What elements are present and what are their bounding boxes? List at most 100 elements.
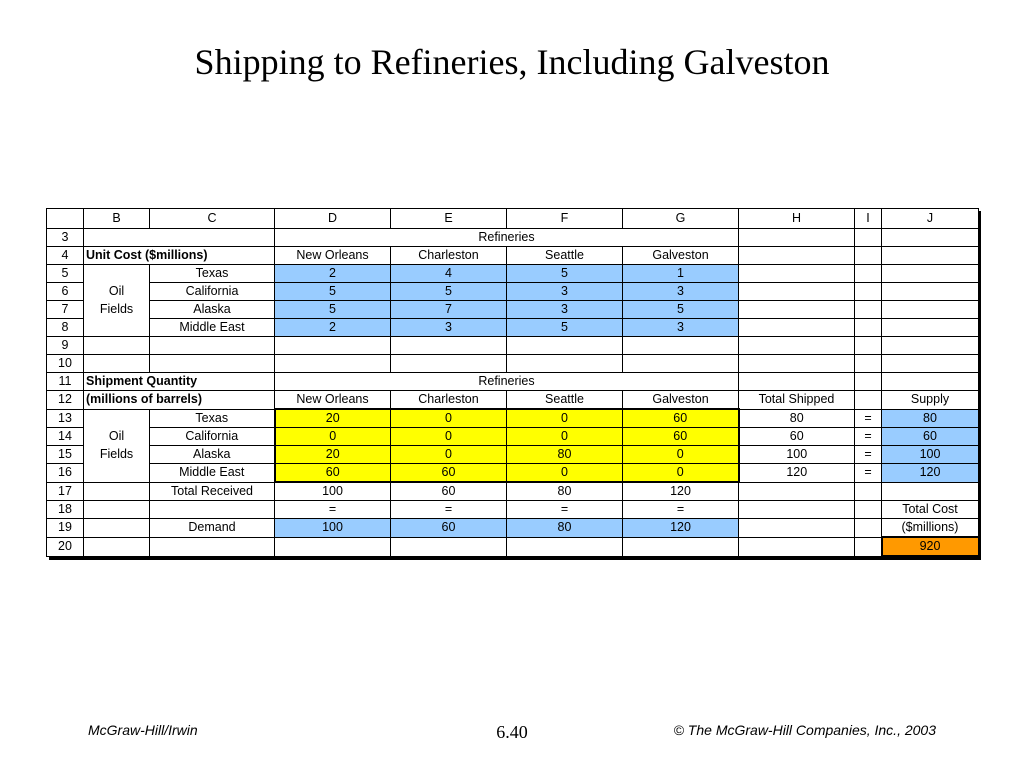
- cell-i18[interactable]: [854, 500, 882, 519]
- cost-dest-seattle[interactable]: Seattle: [506, 246, 623, 265]
- column-header-c[interactable]: C: [149, 208, 275, 229]
- total-cost-label[interactable]: Total Cost: [881, 500, 979, 519]
- row-header-17[interactable]: 17: [46, 481, 84, 501]
- cell-j6[interactable]: [881, 282, 979, 301]
- cost-oil-label[interactable]: Oil: [83, 282, 150, 301]
- row-header-13[interactable]: 13: [46, 408, 84, 428]
- cell-j8[interactable]: [881, 318, 979, 337]
- empty-cell[interactable]: [274, 354, 391, 373]
- column-header-e[interactable]: E: [390, 208, 507, 229]
- cell-h20[interactable]: [738, 536, 855, 557]
- shipment-cell[interactable]: 20: [273, 445, 391, 464]
- cell-e20[interactable]: [390, 536, 507, 557]
- cell-h6[interactable]: [738, 282, 855, 301]
- shipment-cell[interactable]: 0: [390, 427, 507, 446]
- ship-source-texas[interactable]: Texas: [149, 408, 275, 428]
- total-shipped-header[interactable]: Total Shipped: [738, 390, 855, 410]
- row-header-10[interactable]: 10: [46, 354, 84, 373]
- cell-i5[interactable]: [854, 264, 882, 283]
- row-header-20[interactable]: 20: [46, 536, 84, 557]
- cell-c20[interactable]: [149, 536, 275, 557]
- empty-cell[interactable]: [738, 354, 855, 373]
- shipment-cell[interactable]: 20: [273, 408, 391, 428]
- column-header-h[interactable]: H: [738, 208, 855, 229]
- cell-i12[interactable]: [854, 390, 882, 410]
- unit-cost-cell[interactable]: 4: [390, 264, 507, 283]
- unit-cost-cell[interactable]: 3: [622, 282, 739, 301]
- cell-i20[interactable]: [854, 536, 882, 557]
- row-header-8[interactable]: 8: [46, 318, 84, 337]
- cell-c3[interactable]: [149, 228, 275, 247]
- empty-cell[interactable]: [881, 354, 979, 373]
- cell-j17[interactable]: [881, 481, 979, 501]
- shipment-quantity-label[interactable]: Shipment Quantity: [83, 372, 275, 391]
- unit-cost-cell[interactable]: 3: [622, 318, 739, 337]
- cost-source-middle-east[interactable]: Middle East: [149, 318, 275, 337]
- row-header-5[interactable]: 5: [46, 264, 84, 283]
- shipment-cell[interactable]: 0: [390, 408, 507, 428]
- unit-cost-cell[interactable]: 3: [506, 282, 623, 301]
- unit-cost-cell[interactable]: 5: [506, 318, 623, 337]
- unit-cost-cell[interactable]: 1: [622, 264, 739, 283]
- row-header-7[interactable]: 7: [46, 300, 84, 319]
- column-header-f[interactable]: F: [506, 208, 623, 229]
- supply-cell[interactable]: 120: [881, 463, 979, 483]
- row-header-15[interactable]: 15: [46, 445, 84, 464]
- cell-i6[interactable]: [854, 282, 882, 301]
- unit-cost-cell[interactable]: 5: [390, 282, 507, 301]
- empty-cell[interactable]: [274, 336, 391, 355]
- total-shipped-cell[interactable]: 100: [738, 445, 855, 464]
- unit-cost-cell[interactable]: 5: [274, 282, 391, 301]
- shipment-cell[interactable]: 0: [390, 445, 507, 464]
- unit-cost-cell[interactable]: 5: [274, 300, 391, 319]
- empty-cell[interactable]: [622, 354, 739, 373]
- row-header-14[interactable]: 14: [46, 427, 84, 446]
- row-header-9[interactable]: 9: [46, 336, 84, 355]
- column-header-j[interactable]: J: [881, 208, 979, 229]
- cell-b16[interactable]: [83, 463, 150, 483]
- cost-source-texas[interactable]: Texas: [149, 264, 275, 283]
- unit-cost-cell[interactable]: 2: [274, 264, 391, 283]
- select-all-corner[interactable]: [46, 208, 84, 229]
- empty-cell[interactable]: [854, 336, 882, 355]
- supply-cell[interactable]: 60: [881, 427, 979, 446]
- shipment-cell[interactable]: 0: [506, 408, 623, 428]
- empty-cell[interactable]: [738, 336, 855, 355]
- cell-i4[interactable]: [854, 246, 882, 265]
- shipment-cell[interactable]: 0: [622, 445, 740, 464]
- ship-dest-new-orleans[interactable]: New Orleans: [274, 390, 391, 410]
- demand-cell[interactable]: 60: [390, 518, 507, 538]
- cell-g20[interactable]: [622, 536, 739, 557]
- total-received-cell[interactable]: 120: [622, 481, 739, 501]
- row-header-12[interactable]: 12: [46, 390, 84, 410]
- cell-b8[interactable]: [83, 318, 150, 337]
- empty-cell[interactable]: [83, 336, 150, 355]
- column-header-b[interactable]: B: [83, 208, 150, 229]
- ship-dest-galveston[interactable]: Galveston: [622, 390, 739, 410]
- cost-source-alaska[interactable]: Alaska: [149, 300, 275, 319]
- empty-cell[interactable]: [506, 336, 623, 355]
- empty-cell[interactable]: [149, 354, 275, 373]
- ship-fields-label[interactable]: Fields: [83, 445, 150, 464]
- cell-i19[interactable]: [854, 518, 882, 538]
- demand-cell[interactable]: 80: [506, 518, 623, 538]
- cell-c18[interactable]: [149, 500, 275, 519]
- cell-h5[interactable]: [738, 264, 855, 283]
- cell-b19[interactable]: [83, 518, 150, 538]
- cell-h8[interactable]: [738, 318, 855, 337]
- cell-b20[interactable]: [83, 536, 150, 557]
- cell-j7[interactable]: [881, 300, 979, 319]
- cell-j3[interactable]: [881, 228, 979, 247]
- column-header-i[interactable]: I: [854, 208, 882, 229]
- column-header-d[interactable]: D: [274, 208, 391, 229]
- shipment-cell[interactable]: 60: [390, 463, 507, 483]
- cell-j4[interactable]: [881, 246, 979, 265]
- ship-source-middle-east[interactable]: Middle East: [149, 463, 275, 483]
- ship-source-california[interactable]: California: [149, 427, 275, 446]
- empty-cell[interactable]: [881, 336, 979, 355]
- row-header-18[interactable]: 18: [46, 500, 84, 519]
- cost-fields-label[interactable]: Fields: [83, 300, 150, 319]
- cell-j5[interactable]: [881, 264, 979, 283]
- unit-cost-cell[interactable]: 7: [390, 300, 507, 319]
- column-header-g[interactable]: G: [622, 208, 739, 229]
